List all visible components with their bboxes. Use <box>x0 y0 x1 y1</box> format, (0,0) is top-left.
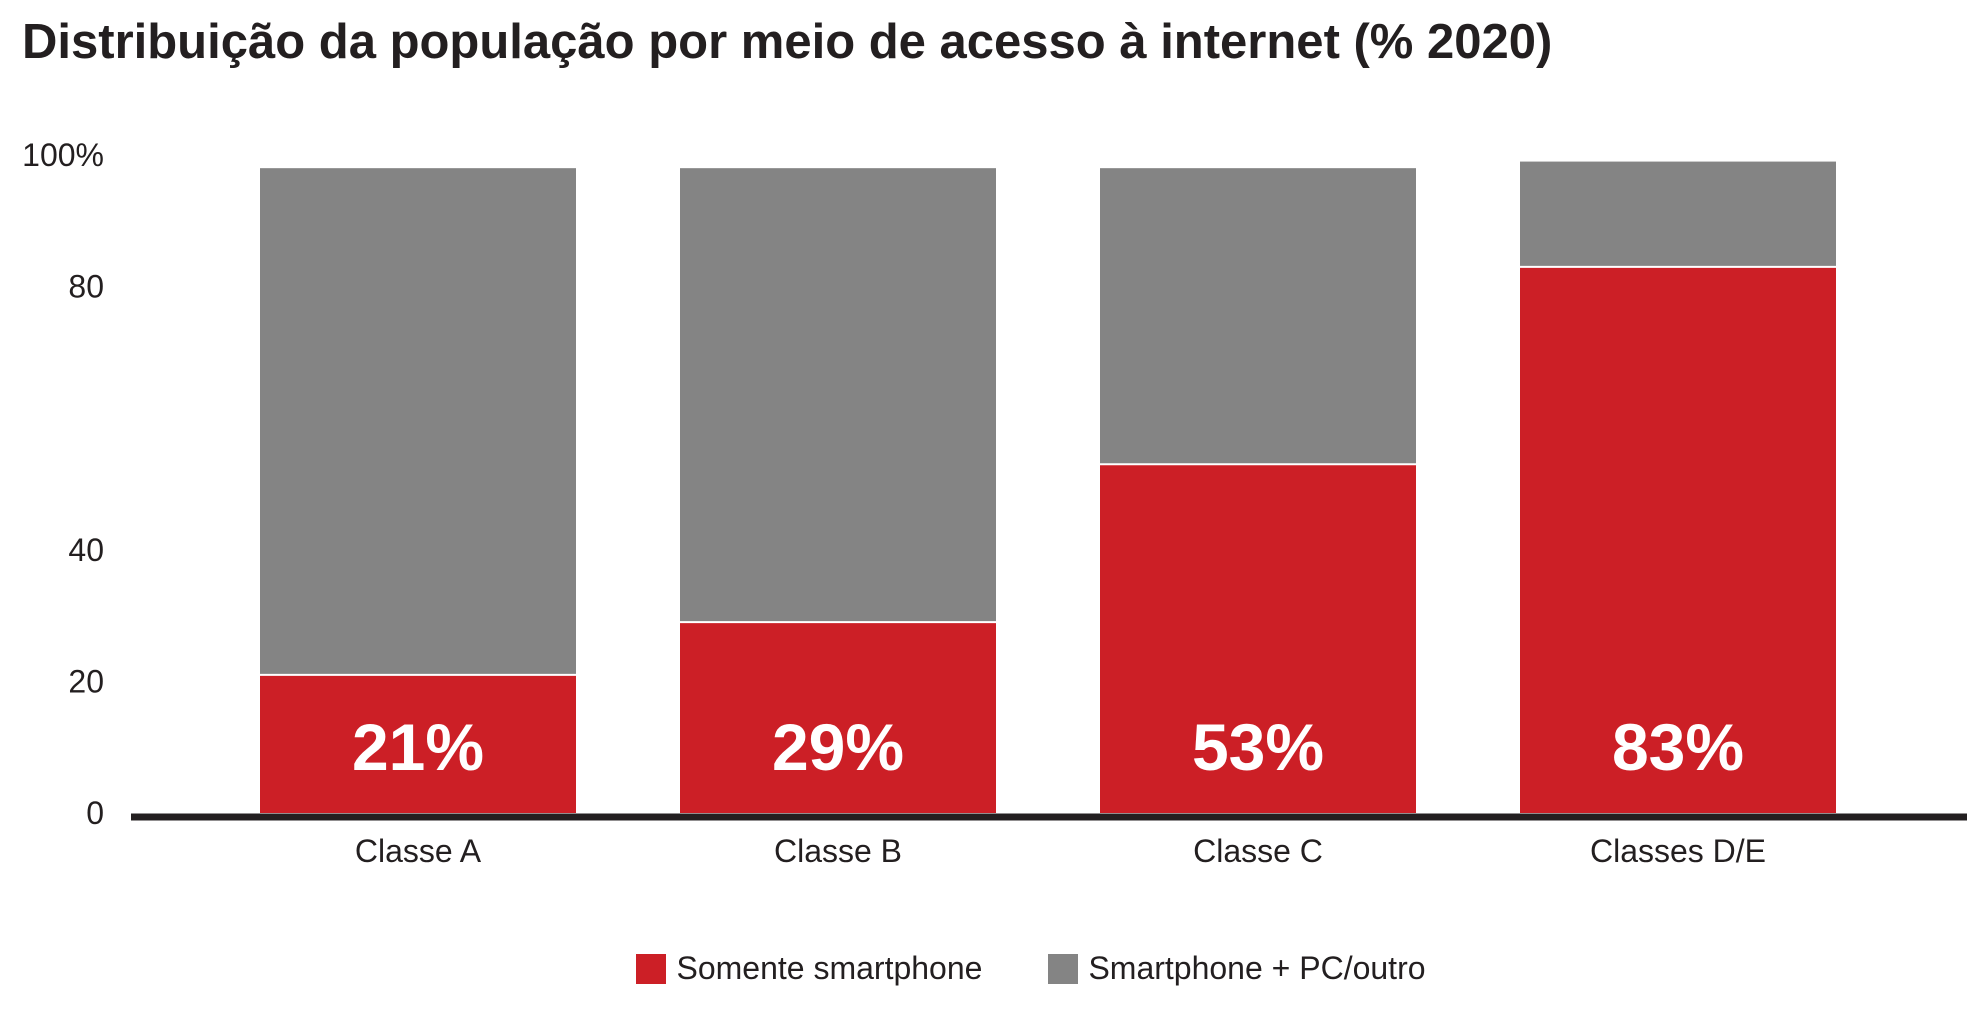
bar-smartphone-pc-outro-classe-a <box>260 168 576 675</box>
data-label-classe-c: 53% <box>1192 710 1324 784</box>
y-tick-label: 80 <box>68 269 104 305</box>
x-category-label: Classe C <box>1193 833 1323 869</box>
y-tick-label: 40 <box>68 532 104 568</box>
bar-smartphone-pc-outro-classe-c <box>1100 168 1416 465</box>
bar-somente-smartphone-classe-c <box>1100 464 1416 813</box>
bars-layer: 21% 29% 53% 83% <box>260 161 1836 813</box>
bar-smartphone-pc-outro-classes-d-e <box>1520 161 1836 267</box>
legend-label-somente-smartphone: Somente smartphone <box>676 950 983 986</box>
chart-title: Distribuição da população por meio de ac… <box>22 15 1553 69</box>
legend-swatch-smartphone-pc-outro <box>1048 953 1079 984</box>
data-label-classe-a: 21% <box>352 710 484 784</box>
y-tick-label: 0 <box>86 795 104 831</box>
x-category-label: Classes D/E <box>1590 833 1766 869</box>
x-axis-categories: Classe A Classe B Classe C Classes D/E <box>355 833 1766 869</box>
bar-somente-smartphone-classe-b <box>680 622 996 813</box>
legend-item-smartphone-pc-outro: Smartphone + PC/outro <box>1048 950 1426 987</box>
legend: Somente smartphone Smartphone + PC/outro <box>0 950 1984 987</box>
bar-smartphone-pc-outro-classe-b <box>680 168 996 623</box>
legend-item-somente-smartphone: Somente smartphone <box>636 950 982 987</box>
data-label-classe-b: 29% <box>772 710 904 784</box>
y-tick-label: 20 <box>68 663 104 699</box>
y-tick-label: 100% <box>22 137 104 173</box>
bar-somente-smartphone-classes-d-e <box>1520 266 1836 813</box>
bar-somente-smartphone-classe-a <box>260 674 576 813</box>
x-category-label: Classe B <box>774 833 902 869</box>
data-label-classes-d-e: 83% <box>1612 710 1744 784</box>
legend-label-smartphone-pc-outro: Smartphone + PC/outro <box>1088 950 1426 986</box>
legend-swatch-somente-smartphone <box>636 953 667 984</box>
x-category-label: Classe A <box>355 833 482 869</box>
y-axis-ticks: 0 20 40 80 100% <box>22 137 104 831</box>
